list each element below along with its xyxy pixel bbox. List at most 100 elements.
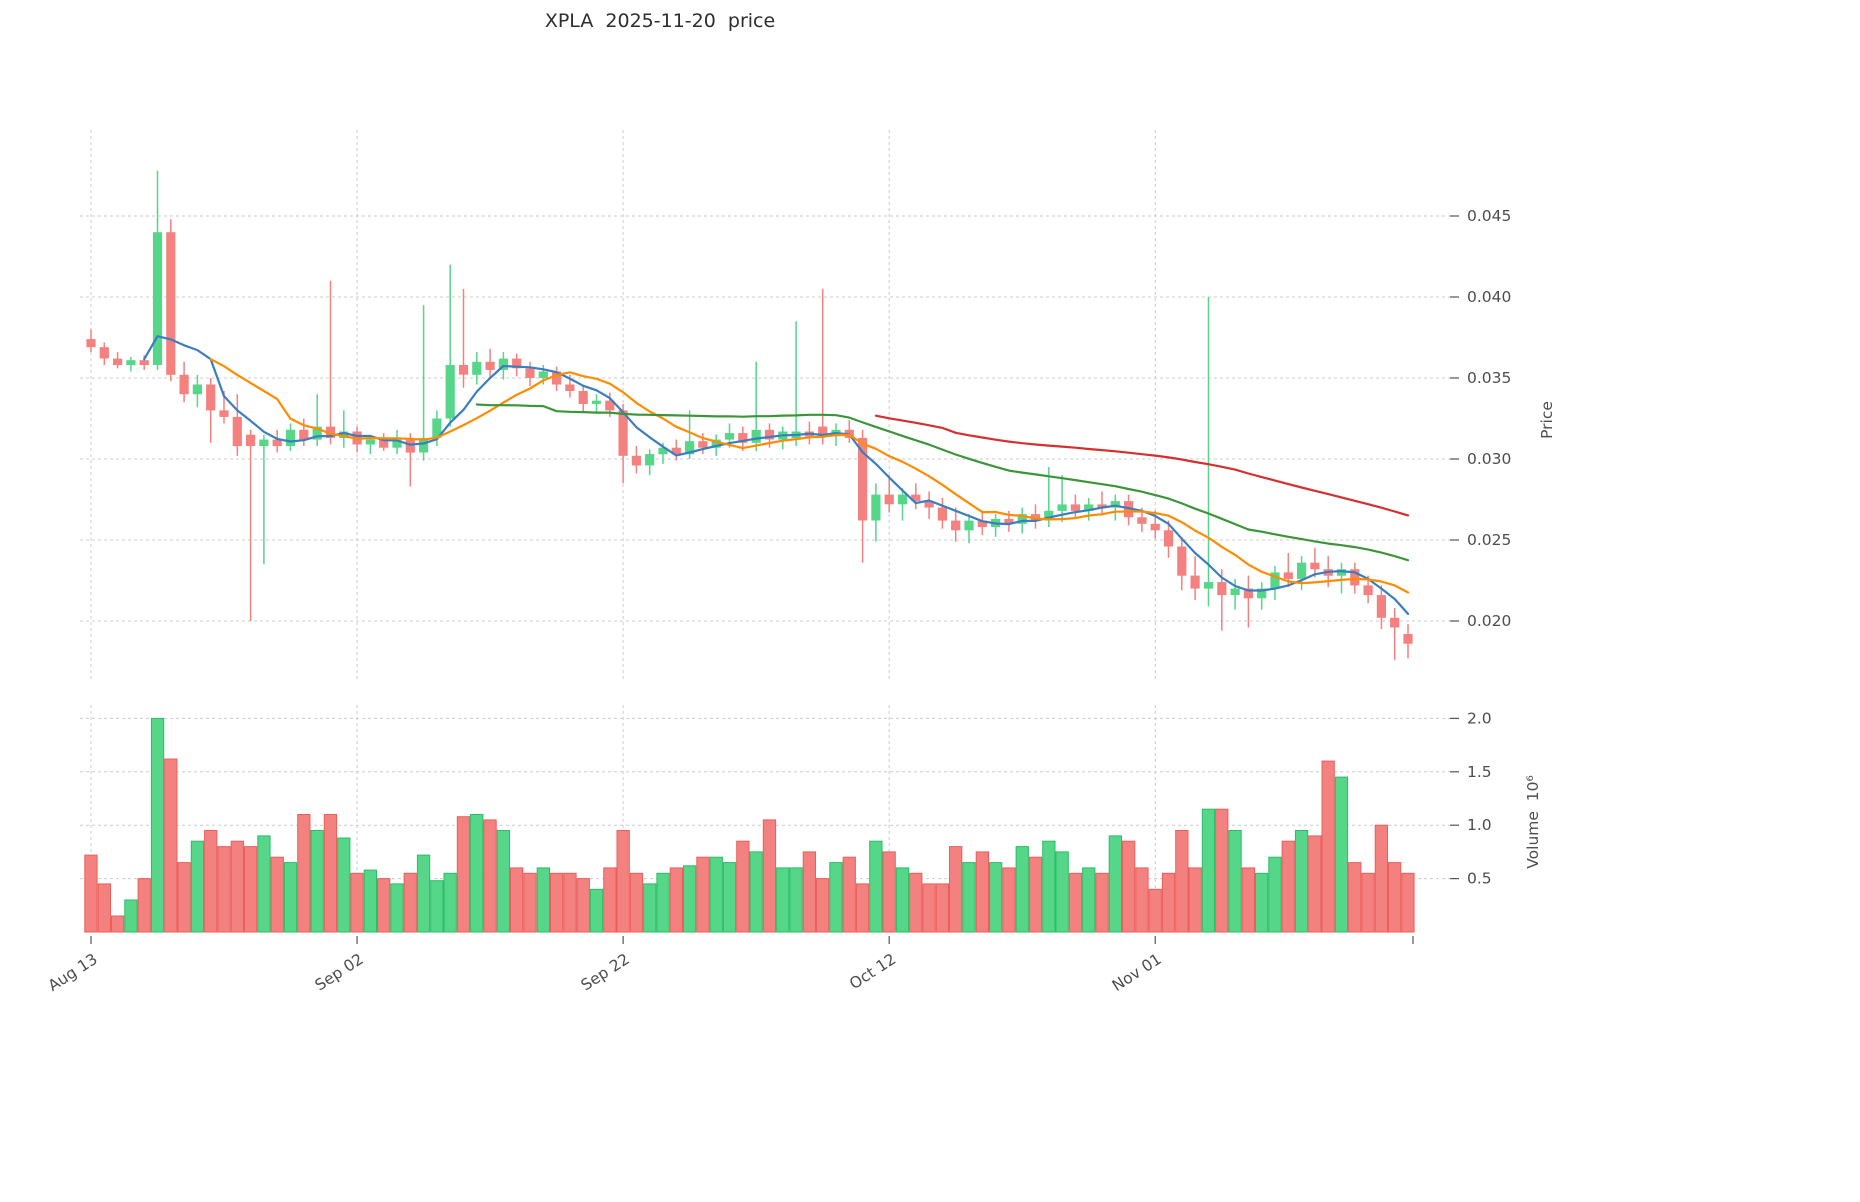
volume-bar (470, 814, 484, 933)
volume-bar (802, 851, 817, 933)
volume-bar (496, 830, 511, 933)
volume-bar (855, 883, 870, 933)
volume-bar (1268, 856, 1282, 933)
candle-body (698, 441, 708, 448)
volume-bar (776, 867, 790, 933)
volume-bar (190, 840, 205, 933)
candle-body (445, 365, 455, 419)
volume-bar (1055, 851, 1069, 933)
candle-body (1283, 572, 1293, 579)
volume-bar (895, 867, 910, 933)
candle-body (871, 494, 881, 521)
candle-body (299, 429, 309, 440)
volume-bar (337, 837, 351, 933)
candle-body (1217, 582, 1227, 596)
candle-body (139, 360, 149, 366)
volume-bar (1215, 808, 1229, 933)
candle-body (1137, 517, 1147, 524)
volume-bar (403, 872, 417, 933)
ma-line-MA5 (143, 335, 1410, 616)
candle-body (751, 429, 761, 443)
volume-bar (523, 872, 537, 933)
candle-body (711, 439, 721, 448)
candle-body (1350, 569, 1360, 586)
volume-bar (1255, 872, 1269, 933)
volume-bar (150, 717, 165, 933)
volume-bar (1175, 830, 1189, 933)
volume-bar (1122, 840, 1136, 933)
candle-body (1004, 518, 1014, 524)
axis-ticks (90, 215, 1459, 944)
candle-body (485, 361, 495, 370)
volume-bar (656, 872, 670, 933)
candle-body (1376, 595, 1386, 618)
candle-body (764, 429, 775, 440)
candle-body (1270, 572, 1280, 589)
ma-line-MA30 (475, 403, 1410, 562)
volume-bar (643, 883, 657, 933)
volume-bar (696, 856, 710, 933)
volume-bar (270, 856, 284, 933)
candle-body (911, 494, 921, 502)
svg-text:1.5: 1.5 (1467, 763, 1492, 781)
candle-body (179, 374, 189, 395)
candle-body (1044, 510, 1054, 521)
volume-bar (456, 816, 471, 933)
volume-bar (350, 872, 364, 933)
volume-bar (975, 851, 990, 933)
volume-bar (762, 819, 777, 933)
volume-bar (1148, 888, 1162, 933)
candle-body (538, 371, 548, 378)
volume-bar (629, 872, 644, 933)
candlestick-series (86, 170, 1413, 660)
volume-bar (1241, 867, 1255, 933)
volume-bar (1082, 867, 1096, 933)
volume-bar (829, 862, 843, 933)
volume-bar (111, 915, 125, 933)
svg-text:1.0: 1.0 (1467, 816, 1492, 834)
candle-body (1057, 504, 1067, 511)
volume-bar (589, 888, 604, 933)
candle-body (977, 520, 987, 528)
volume-bar (164, 758, 178, 933)
volume-bar (1374, 824, 1388, 933)
volume-bar (257, 835, 271, 933)
price-axis-label: Price (1538, 401, 1556, 439)
volume-bar (989, 862, 1003, 933)
candle-body (498, 358, 508, 370)
candle-body (618, 410, 628, 456)
candle-body (1110, 501, 1120, 508)
candle-body (525, 368, 535, 378)
candle-body (113, 358, 123, 366)
volume-bar (1015, 846, 1029, 933)
volume-bar (443, 872, 457, 933)
candle-body (312, 426, 322, 440)
volume-bar (1321, 760, 1335, 933)
volume-bar (882, 851, 896, 933)
volume-series (84, 717, 1415, 933)
volume-bar (1388, 862, 1402, 933)
candle-body (578, 391, 588, 404)
candle-body (1017, 514, 1027, 524)
ma-line-MA60 (874, 414, 1410, 517)
volume-bar (949, 846, 963, 933)
candle-body (937, 507, 947, 521)
candle-body (512, 358, 522, 369)
volume-bar (935, 883, 950, 933)
candle-body (1297, 562, 1307, 579)
candle-body (818, 426, 828, 437)
volume-bar (204, 830, 218, 933)
candle-body (152, 232, 163, 365)
candle-body (605, 400, 615, 411)
candle-body (964, 520, 974, 531)
volume-bar (510, 867, 524, 933)
candle-body (1363, 585, 1373, 596)
volume-bar (377, 878, 391, 933)
candle-body (285, 429, 296, 446)
candle-body (458, 365, 469, 375)
candle-body (246, 434, 256, 446)
candle-body (565, 384, 575, 391)
candle-body (631, 455, 641, 466)
